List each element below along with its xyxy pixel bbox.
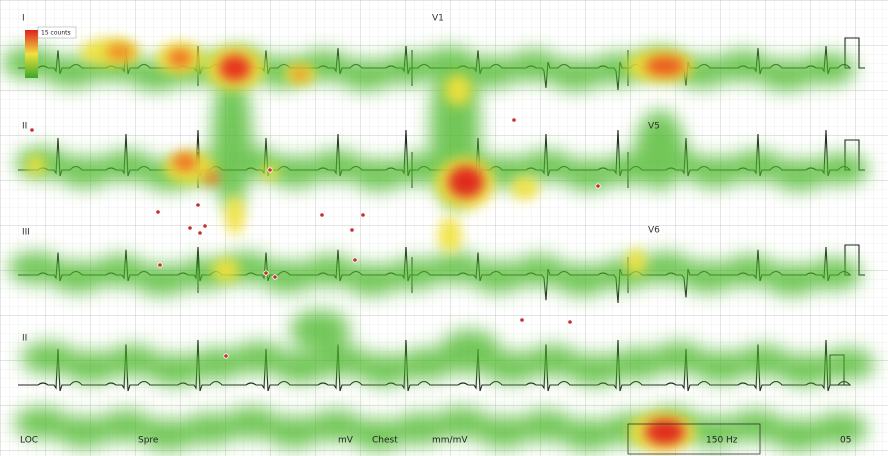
footer-text: mV <box>338 436 354 446</box>
heat-blob <box>26 155 46 175</box>
heat-blob <box>645 56 685 76</box>
fixation-dot <box>203 224 207 228</box>
heat-blob <box>444 74 472 106</box>
ecg-heatmap: 15 counts I II III V1 V5 V6 II LOC Spre … <box>0 0 888 456</box>
heat-blob <box>813 153 869 185</box>
fixation-dot <box>188 226 192 230</box>
heat-blob <box>438 217 462 253</box>
legend-label: 15 counts <box>41 30 71 37</box>
fixation-dot <box>224 354 228 358</box>
fixation-dot <box>268 168 272 172</box>
fixation-dot <box>156 210 160 214</box>
heat-blob <box>204 172 220 184</box>
fixation-dot <box>273 275 277 279</box>
footer-text: Spre <box>138 436 159 446</box>
fixation-dot <box>264 271 268 275</box>
lead-label: V1 <box>432 14 444 24</box>
heat-blob <box>173 153 197 171</box>
lead-label: V6 <box>648 226 660 236</box>
heat-blob <box>212 70 252 210</box>
fixation-dot <box>158 263 162 267</box>
footer-text: mm/mV <box>432 436 468 446</box>
heat-blob <box>626 248 646 276</box>
heat-blob <box>819 348 875 380</box>
footer-text: 150 Hz <box>706 436 738 446</box>
heat-blob <box>219 55 251 81</box>
heat-blob <box>511 176 539 200</box>
heat-blob <box>635 110 685 190</box>
heat-blob <box>212 258 240 282</box>
lead-label: III <box>22 228 30 238</box>
fixation-dot <box>320 213 324 217</box>
footer-text: 05 <box>840 436 851 446</box>
fixation-dot <box>353 258 357 262</box>
heat-blob <box>448 166 484 198</box>
footer-text: LOC <box>20 436 38 446</box>
fixation-dot <box>520 318 524 322</box>
heat-blob <box>290 310 350 350</box>
fixation-dot <box>350 228 354 232</box>
heat-blob <box>440 330 500 370</box>
heat-blob <box>168 49 192 67</box>
legend-scale <box>25 30 38 78</box>
fixation-dot <box>512 118 516 122</box>
lead-label: II <box>22 334 27 344</box>
heat-blob <box>806 258 862 290</box>
heat-blob <box>292 68 308 80</box>
fixation-dot <box>30 128 34 132</box>
heat-blob <box>106 44 134 60</box>
fixation-dot <box>361 213 365 217</box>
heat-blob <box>225 195 245 235</box>
heat-blob <box>800 53 856 85</box>
lead-label: I <box>22 14 25 24</box>
heat-blob <box>645 419 685 445</box>
footer-text: Chest <box>372 436 398 446</box>
fixation-dot <box>596 184 600 188</box>
lead-label: V5 <box>648 122 660 132</box>
fixation-dot <box>568 320 572 324</box>
lead-label: II <box>22 122 27 132</box>
fixation-dot <box>196 203 200 207</box>
fixation-dot <box>198 231 202 235</box>
